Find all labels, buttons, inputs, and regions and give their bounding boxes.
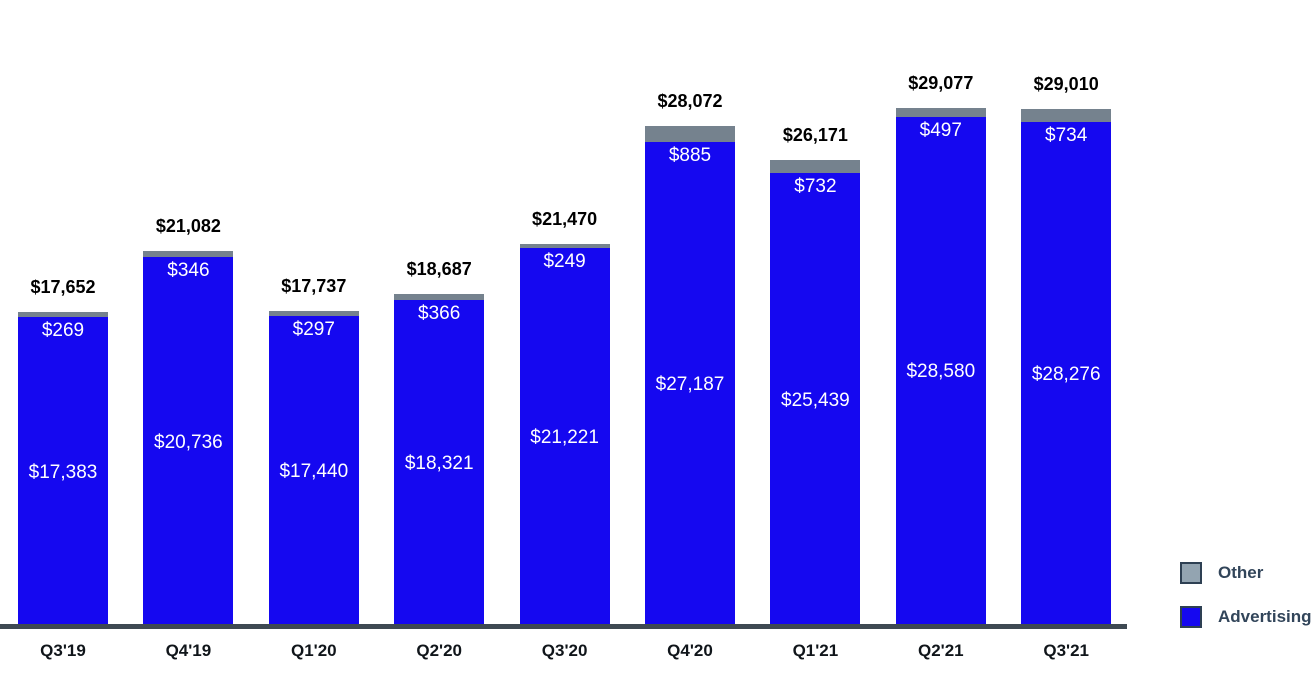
- advertising-segment: $17,383: [18, 317, 108, 628]
- advertising-segment: $20,736: [143, 257, 234, 628]
- other-value-label: $249: [543, 251, 586, 273]
- advertising-segment: $18,321: [394, 300, 485, 628]
- other-value-label: $269: [41, 320, 85, 342]
- total-label: $21,082: [155, 215, 221, 236]
- legend-swatch-advertising: [1180, 606, 1202, 628]
- advertising-segment: $28,580: [895, 116, 986, 628]
- advertising-segment: $21,221: [519, 248, 610, 628]
- other-segment: [1021, 109, 1112, 123]
- other-segment: [394, 293, 485, 301]
- bar-group-q4-19: $21,082 $346 $20,736 Q4'19: [143, 216, 234, 660]
- other-value-label: $346: [167, 260, 210, 282]
- x-tick-label-q1-21: Q1'21: [792, 641, 839, 660]
- total-label: $17,737: [281, 275, 347, 296]
- other-segment: [770, 159, 861, 174]
- x-axis-line: [0, 624, 1127, 629]
- other-value-label: $366: [418, 303, 461, 325]
- x-tick-label-q4-20: Q4'20: [667, 641, 713, 660]
- advertising-value-label: $18,321: [404, 453, 474, 475]
- other-segment: [18, 312, 108, 318]
- advertising-segment: $25,439: [770, 173, 861, 628]
- bar-group-q2-20: $18,687 $366 $18,321 Q2'20: [394, 259, 485, 660]
- bar-group-q4-20: $28,072 $885 $27,187 Q4'20: [645, 91, 735, 660]
- x-tick-label-q2-21: Q2'21: [917, 641, 964, 660]
- advertising-value-label: $17,383: [28, 461, 98, 483]
- x-tick-label-q3-19: Q3'19: [40, 641, 86, 660]
- bar-group-q1-21: $26,171 $732 $25,439 Q1'21: [770, 125, 861, 660]
- total-label: $29,010: [1033, 74, 1099, 95]
- other-value-label: $297: [292, 319, 335, 341]
- total-label: $18,687: [406, 258, 472, 279]
- other-segment: [268, 310, 359, 317]
- total-label: $28,072: [657, 90, 723, 111]
- advertising-value-label: $28,276: [1031, 364, 1101, 386]
- legend-label-advertising: Advertising: [1218, 607, 1312, 626]
- legend-swatch-other: [1180, 562, 1202, 584]
- bar-group-q3-20: $21,470 $249 $21,221 Q3'20: [519, 209, 610, 660]
- legend-item-advertising: Advertising: [1180, 606, 1312, 628]
- other-value-label: $734: [1045, 125, 1088, 147]
- bar-group-q2-21: $29,077 $497 $28,580 Q2'21: [895, 73, 986, 660]
- advertising-value-label: $28,580: [906, 361, 976, 383]
- advertising-segment: $27,187: [645, 141, 735, 628]
- advertising-segment: $28,276: [1021, 122, 1112, 628]
- other-segment: [519, 244, 610, 249]
- bar-group-q3-19: $17,652 $269 $17,383 Q3'19: [18, 277, 108, 660]
- other-segment: [645, 125, 735, 142]
- legend-item-other: Other: [1180, 562, 1312, 584]
- other-segment: [895, 108, 986, 117]
- other-value-label: $885: [668, 144, 712, 166]
- advertising-value-label: $21,221: [530, 427, 599, 449]
- x-tick-label-q4-19: Q4'19: [165, 641, 212, 660]
- legend-label-other: Other: [1218, 563, 1264, 582]
- bar-group-q1-20: $17,737 $297 $17,440 Q1'20: [268, 276, 359, 660]
- total-label: $29,077: [908, 73, 974, 93]
- x-tick-label-q2-20: Q2'20: [416, 641, 463, 660]
- advertising-segment: $17,440: [268, 316, 359, 628]
- total-label: $26,171: [782, 124, 848, 145]
- advertising-value-label: $17,440: [279, 461, 349, 483]
- x-tick-label-q1-20: Q1'20: [290, 641, 337, 660]
- x-tick-label-q3-21: Q3'21: [1043, 641, 1090, 660]
- other-value-label: $732: [794, 176, 837, 198]
- x-tick-label-q3-20: Q3'20: [541, 641, 588, 660]
- advertising-value-label: $20,736: [154, 431, 223, 453]
- total-label: $21,470: [532, 209, 598, 230]
- advertising-value-label: $27,187: [655, 373, 725, 395]
- bar-group-q3-21: $29,010 $734 $28,276 Q3'21: [1021, 74, 1112, 660]
- total-label: $17,652: [30, 277, 96, 298]
- advertising-value-label: $25,439: [781, 389, 850, 411]
- other-value-label: $497: [919, 119, 962, 141]
- other-segment: [143, 250, 234, 258]
- legend: Other Advertising: [1180, 562, 1312, 650]
